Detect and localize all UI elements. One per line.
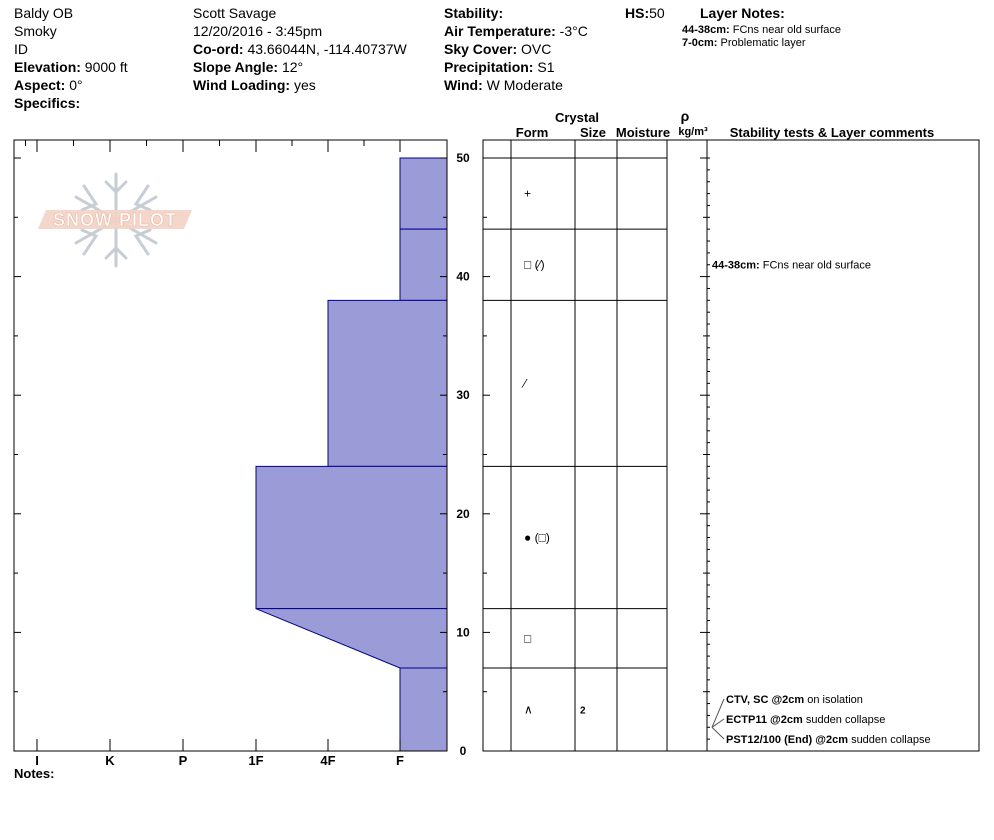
col-size: Size [580, 125, 606, 140]
layer-comment: 44-38cm: FCns near old surface [712, 260, 871, 272]
hs: HS:50 [625, 5, 665, 21]
hardness-tick-label: K [105, 753, 115, 768]
layer-form: □ (⁄) [524, 258, 545, 272]
col-comments: Stability tests & Layer comments [730, 125, 934, 140]
datetime: 12/20/2016 - 3:45pm [193, 23, 323, 39]
wind: Wind: W Moderate [444, 77, 563, 93]
col-density-unit: kg/m³ [678, 126, 708, 138]
hardness-axis: I K P 1F 4F F [25, 140, 404, 768]
wind-loading: Wind Loading: yes [193, 77, 316, 93]
air-temperature: Air Temperature: -3°C [444, 23, 588, 39]
elevation: Elevation: 9000 ft [14, 59, 128, 75]
stability-test: ECTP11 @2cm sudden collapse [726, 714, 885, 726]
stability-test: CTV, SC @2cm on isolation [726, 694, 863, 706]
logo-text: SNOW PILOT [53, 210, 177, 230]
range: Smoky [14, 23, 57, 39]
hardness-profile [255, 157, 448, 752]
layer-form: ● (□) [524, 531, 550, 545]
hardness-tick-label: P [179, 753, 188, 768]
hardness-tick-label: 4F [320, 753, 335, 768]
snowpilot-logo: SNOW PILOT [38, 172, 192, 268]
layer-form: ⁄ [521, 376, 528, 390]
depth-tick-label: 30 [456, 388, 470, 402]
hardness-tick-label: 1F [248, 753, 263, 768]
test-pointer [711, 698, 725, 728]
state: ID [14, 41, 28, 57]
stability-test: PST12/100 (End) @2cm sudden collapse [726, 734, 931, 746]
hardness-tick-label: F [396, 753, 404, 768]
depth-tick-label: 40 [456, 270, 470, 284]
col-rho: ρ [681, 108, 690, 124]
hardness-layer [255, 465, 448, 610]
col-moisture: Moisture [616, 125, 670, 140]
layer-comments: 44-38cm: FCns near old surface [712, 260, 871, 272]
layer-form: ∧ [524, 702, 533, 716]
test-pointer [711, 718, 725, 728]
observer: Scott Savage [193, 5, 277, 21]
depth-tick-label: 20 [456, 507, 470, 521]
aspect: Aspect: 0° [14, 77, 83, 93]
hardness-layer [399, 667, 448, 752]
specifics: Specifics: [14, 95, 81, 111]
hardness-layer [327, 299, 448, 467]
coord: Co-ord: 43.66044N, -114.40737W [193, 41, 407, 57]
layer-size: 2 [580, 705, 586, 716]
layer-table-frame [482, 139, 980, 752]
depth-tick-label: 0 [460, 744, 467, 758]
col-crystal: Crystal [555, 110, 599, 125]
hardness-layer [399, 228, 448, 301]
stability: Stability: [444, 5, 504, 21]
header-col1: Baldy OB Smoky ID Elevation: 9000 ft Asp… [14, 4, 128, 112]
depth-tick-label: 10 [456, 625, 470, 639]
layer-note: 7-0cm: Problematic layer [682, 37, 806, 49]
stability-tests: CTV, SC @2cm on isolation ECTP11 @2cm sud… [711, 694, 931, 746]
layer-rows: + □ (⁄) ⁄ ● (□) □ ∧ 2 [483, 157, 667, 716]
test-pointer [711, 726, 725, 740]
slope-angle: Slope Angle: 12° [193, 59, 304, 75]
layer-form: + [524, 187, 531, 201]
notes-label: Notes: [14, 766, 55, 781]
layer-notes-title: Layer Notes: [700, 5, 785, 21]
hardness-tick-label: I [35, 753, 39, 768]
layer-note: 44-38cm: FCns near old surface [682, 24, 841, 36]
layer-form: □ [524, 631, 531, 645]
hardness-layer [255, 608, 448, 669]
hardness-layer [399, 157, 448, 230]
header-col3: Stability: Air Temperature: -3°C Sky Cov… [444, 4, 588, 94]
depth-tick-label: 50 [456, 151, 470, 165]
col-form: Form [516, 125, 549, 140]
precipitation: Precipitation: S1 [444, 59, 555, 75]
table-column-dividers [510, 140, 708, 751]
sky-cover: Sky Cover: OVC [444, 41, 552, 57]
layer-notes-list: 44-38cm: FCns near old surface 7-0cm: Pr… [682, 24, 841, 50]
header-col2: Scott Savage 12/20/2016 - 3:45pm Co-ord:… [193, 4, 407, 94]
hardness-chart-frame [13, 139, 448, 752]
location: Baldy OB [14, 5, 74, 21]
